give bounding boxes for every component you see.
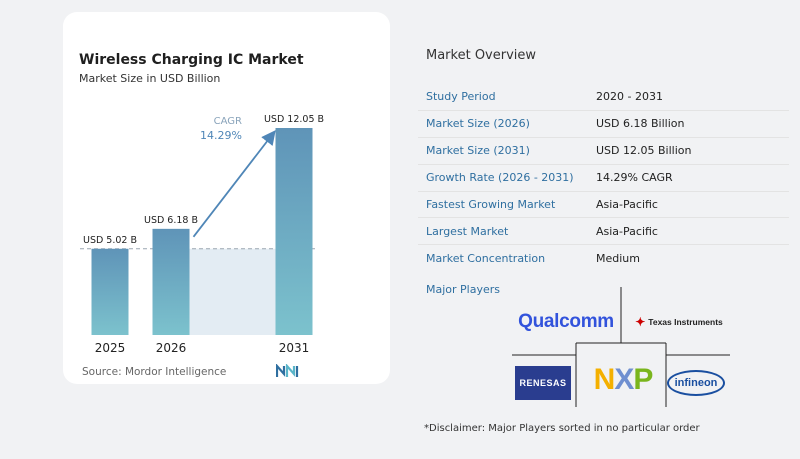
row-label: Market Concentration (426, 252, 546, 266)
row-value: Asia-Pacific (596, 224, 658, 238)
row-value: Asia-Pacific (596, 198, 658, 211)
ti-mark-icon: ✦ (635, 315, 646, 329)
chart-title: Wireless Charging IC Market (79, 52, 304, 68)
texas-instruments-logo: ✦ Texas Instruments (624, 312, 734, 332)
overview-table: Study Period 2020 - 2031 Market Size (202… (418, 84, 789, 272)
row-value: 2020 - 2031 (596, 90, 663, 104)
row-label: Fastest Growing Market (426, 198, 556, 211)
ti-text: Texas Instruments (648, 317, 723, 327)
overview-title: Market Overview (426, 48, 537, 63)
table-row: Largest Market Asia-Pacific (418, 218, 789, 246)
chart-subtitle: Market Size in USD Billion (79, 72, 221, 85)
row-label: Market Size (2026) (426, 117, 530, 131)
qualcomm-logo: Qualcomm (518, 311, 614, 332)
source-note: Source: Mordor Intelligence (82, 366, 227, 378)
row-label: Market Size (2031) (426, 144, 530, 158)
table-row: Market Concentration Medium (418, 245, 789, 272)
infineon-logo: infineon (667, 370, 725, 396)
row-label: Largest Market (426, 224, 509, 238)
table-row: Market Size (2031) USD 12.05 Billion (418, 138, 789, 165)
table-row: Market Size (2026) USD 6.18 Billion (418, 111, 789, 138)
row-label: Study Period (426, 90, 496, 104)
row-value: 14.29% CAGR (596, 171, 673, 185)
major-players-title: Major Players (426, 283, 500, 296)
renesas-logo: RENESAS (515, 366, 571, 400)
row-value: Medium (596, 252, 640, 266)
row-label: Growth Rate (2026 - 2031) (426, 171, 574, 185)
mordor-logo-icon (276, 364, 299, 377)
row-value: USD 12.05 Billion (596, 144, 692, 158)
disclaimer: *Disclaimer: Major Players sorted in no … (424, 423, 700, 434)
row-value: USD 6.18 Billion (596, 117, 685, 131)
table-row: Growth Rate (2026 - 2031) 14.29% CAGR (418, 165, 789, 192)
table-row: Study Period 2020 - 2031 (418, 84, 789, 111)
table-row: Fastest Growing Market Asia-Pacific (418, 192, 789, 219)
